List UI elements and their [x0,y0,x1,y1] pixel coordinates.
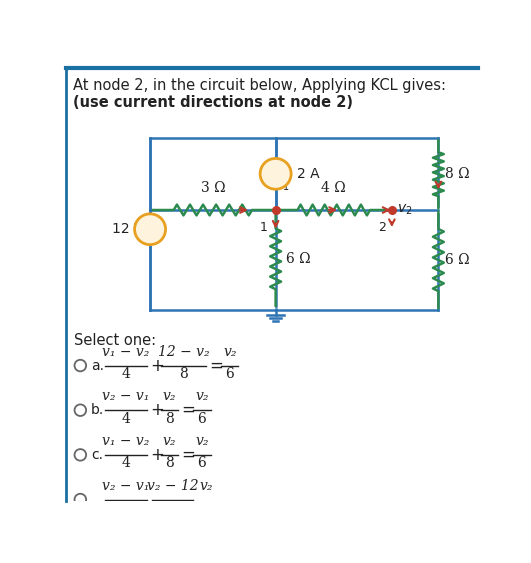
Text: Select one:: Select one: [74,333,156,348]
Text: v₂: v₂ [162,389,176,403]
Text: v₂: v₂ [195,389,209,403]
Circle shape [260,158,291,189]
Text: $v_2$: $v_2$ [397,203,412,217]
Text: 4 Ω: 4 Ω [321,181,346,195]
Text: =: = [181,446,195,464]
Text: 12 − v₂: 12 − v₂ [158,345,209,359]
Text: $v_1$: $v_1$ [274,178,289,193]
Text: 6: 6 [226,367,234,381]
Text: 8: 8 [179,367,188,381]
Text: (use current directions at node 2): (use current directions at node 2) [73,95,353,110]
Text: +: + [150,401,164,419]
Text: v₂: v₂ [223,345,237,359]
Text: +: + [150,446,164,464]
Text: 12 V: 12 V [113,222,144,236]
Text: v₂ − v₁: v₂ − v₁ [102,479,150,493]
Text: 8 Ω: 8 Ω [444,167,469,181]
Text: 2: 2 [378,221,386,234]
Text: 1: 1 [260,221,268,234]
Text: 3 Ω: 3 Ω [201,181,225,195]
Text: 4: 4 [122,457,131,471]
Text: +: + [144,216,157,231]
Text: v₂ − 12: v₂ − 12 [147,479,199,493]
Text: b.: b. [91,403,105,417]
Text: =: = [209,356,223,374]
Text: v₁ − v₂: v₁ − v₂ [102,345,150,359]
Text: +: + [150,356,164,374]
Text: 8: 8 [165,412,174,426]
Text: 4: 4 [122,367,131,381]
Text: 8: 8 [165,457,174,471]
Text: v₁ − v₂: v₁ − v₂ [102,434,150,448]
Text: −: − [144,229,157,244]
Text: c.: c. [91,448,103,462]
Text: 4: 4 [122,412,131,426]
Text: a.: a. [91,359,104,373]
Text: v₂: v₂ [162,434,176,448]
Text: At node 2, in the circuit below, Applying KCL gives:: At node 2, in the circuit below, Applyin… [73,78,446,93]
Text: 6: 6 [198,457,207,471]
Text: 6 Ω: 6 Ω [444,253,469,267]
Text: v₂: v₂ [195,434,209,448]
Text: 6: 6 [198,412,207,426]
Circle shape [134,214,166,245]
Text: 6 Ω: 6 Ω [287,252,311,266]
Text: v₂ − v₁: v₂ − v₁ [102,389,150,403]
Text: 2 A: 2 A [297,167,320,181]
Text: =: = [181,401,195,419]
Text: v₂: v₂ [200,479,213,493]
